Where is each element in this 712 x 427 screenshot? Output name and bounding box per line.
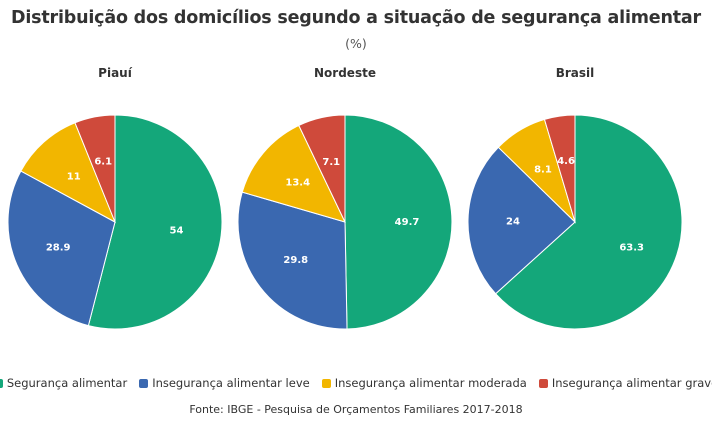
legend-swatch <box>538 378 548 388</box>
pie-title: Piauí <box>98 66 133 80</box>
legend-item-inseguranca-grave[interactable]: Insegurança alimentar grave <box>538 376 712 390</box>
pie-brasil: Brasil 63.3 24 8.1 4.6 <box>467 66 683 330</box>
slice-label: 13.4 <box>285 177 310 188</box>
pie-slice-inseguranca-alimentar-grave[interactable] <box>298 114 346 223</box>
legend-item-inseguranca-moderada[interactable]: Insegurança alimentar moderada <box>321 376 527 390</box>
legend-label: Insegurança alimentar grave <box>551 376 712 390</box>
pie-slice-inseguranca-alimentar-grave[interactable] <box>543 114 576 223</box>
slice-label: 7.1 <box>322 157 340 168</box>
pie-slice-inseguranca-alimentar-moderada[interactable] <box>241 124 346 223</box>
pie-charts: Piauí 54 28.9 11 6.1 Nordeste 49.7 29.8 13.4 7.1 B… <box>7 66 683 330</box>
legend-label: Insegurança alimentar leve <box>152 376 310 390</box>
pie-piaui: Piauí 54 28.9 11 6.1 <box>7 66 223 330</box>
pie-slice-inseguranca-alimentar-leve[interactable] <box>237 191 348 330</box>
slice-label: 63.3 <box>619 243 644 254</box>
pie-slice-inseguranca-alimentar-leve[interactable] <box>7 170 116 327</box>
slice-label: 29.8 <box>283 255 308 266</box>
slice-label: 11 <box>67 171 81 182</box>
legend-swatch <box>139 378 149 388</box>
slice-label: 8.1 <box>534 164 552 175</box>
slice-label: 24 <box>506 216 520 227</box>
pie-nordeste: Nordeste 49.7 29.8 13.4 7.1 <box>237 66 453 330</box>
slice-label: 54 <box>170 225 184 236</box>
pie-slice-inseguranca-alimentar-grave[interactable] <box>74 114 116 223</box>
legend-label: Insegurança alimentar moderada <box>334 376 527 390</box>
pie-title: Nordeste <box>314 66 376 80</box>
pie-title: Brasil <box>556 66 595 80</box>
pie-slice-seguranca-alimentar[interactable] <box>87 114 223 330</box>
legend-swatch <box>0 378 3 388</box>
pie-slice-seguranca-alimentar[interactable] <box>494 114 683 330</box>
slice-label: 4.6 <box>557 156 575 167</box>
legend: Segurança alimentar Insegurança alimenta… <box>0 376 712 390</box>
chart-subtitle: (%) <box>345 36 367 51</box>
legend-item-seguranca[interactable]: Segurança alimentar <box>0 376 127 390</box>
legend-label: Segurança alimentar <box>6 376 128 390</box>
slice-label: 49.7 <box>395 217 420 228</box>
pie-slice-inseguranca-alimentar-leve[interactable] <box>467 146 576 295</box>
chart-title: Distribuição dos domicílios segundo a si… <box>11 8 701 28</box>
pie-slice-seguranca-alimentar[interactable] <box>344 114 453 330</box>
slice-label: 6.1 <box>94 157 112 168</box>
legend-swatch <box>321 378 331 388</box>
source-note: Fonte: IBGE - Pesquisa de Orçamentos Fam… <box>189 403 523 416</box>
slice-label: 28.9 <box>46 242 71 253</box>
legend-item-inseguranca-leve[interactable]: Insegurança alimentar leve <box>139 376 310 390</box>
pie-slice-inseguranca-alimentar-moderada[interactable] <box>20 122 116 224</box>
